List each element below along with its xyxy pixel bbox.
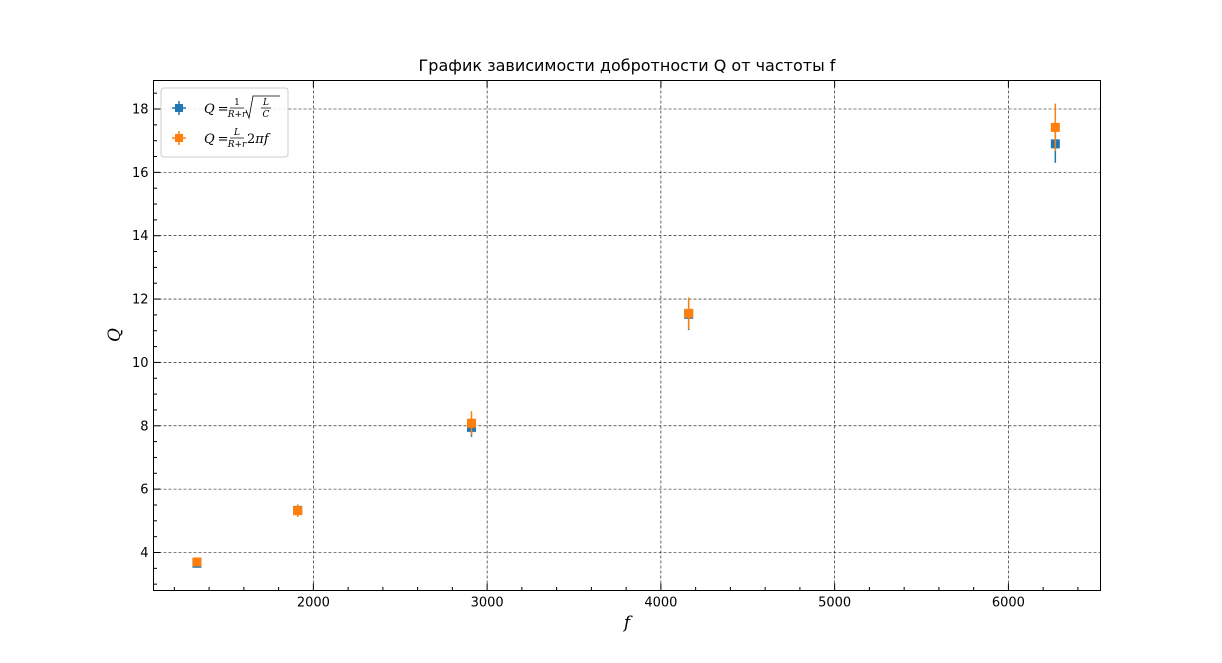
svg-text:C: C	[263, 110, 270, 120]
svg-text:R+r: R+r	[227, 110, 247, 120]
svg-text:L: L	[233, 128, 240, 138]
series-1	[192, 124, 1060, 568]
legend-box	[160, 87, 289, 158]
data-point	[1050, 122, 1060, 132]
y-tick-label: 16	[132, 166, 149, 181]
data-point	[293, 506, 303, 516]
y-tick-label: 18	[132, 103, 149, 118]
data-point	[684, 308, 694, 318]
svg-text:1: 1	[234, 98, 240, 108]
y-tick-label: 14	[132, 229, 149, 244]
legend-label-series-2: Q =	[204, 132, 229, 147]
legend: Q = 1 R+r L C Q = L R+r 2πf	[160, 87, 289, 158]
x-tick-label: 4000	[644, 596, 677, 611]
grid-lines	[153, 80, 1101, 591]
y-tick-label: 8	[140, 419, 148, 434]
x-tick-label: 5000	[818, 596, 851, 611]
legend-label-series-1: Q =	[204, 102, 229, 117]
y-tick-label: 12	[132, 293, 149, 308]
plot-frame	[153, 80, 1101, 591]
legend-entry-series-1: Q = 1 R+r L C	[172, 95, 280, 120]
data-point	[192, 557, 202, 567]
legend-entry-series-2: Q = L R+r 2πf	[172, 128, 271, 150]
chart-title: График зависимости добротности Q от част…	[419, 56, 836, 75]
x-axis-label: f	[622, 613, 633, 633]
y-axis-label: Q	[105, 328, 125, 342]
svg-text:2πf: 2πf	[247, 132, 271, 147]
x-tick-label: 2000	[297, 596, 330, 611]
y-tick-label: 4	[140, 546, 148, 561]
svg-text:R+r: R+r	[227, 140, 247, 150]
x-tick-label: 3000	[471, 596, 504, 611]
ticks	[153, 80, 1079, 591]
svg-text:L: L	[262, 98, 269, 108]
y-tick-label: 6	[140, 483, 148, 498]
series-2	[192, 103, 1060, 567]
y-tick-label: 10	[132, 356, 149, 371]
legend-marker-series-2	[175, 134, 183, 142]
legend-marker-series-1	[175, 104, 183, 112]
x-tick-label: 6000	[992, 596, 1025, 611]
tick-labels: 2000 3000 4000 5000 6000 4 6 8 10 12 14 16 18	[132, 103, 1025, 611]
data-points	[192, 103, 1060, 568]
data-point	[466, 418, 476, 428]
